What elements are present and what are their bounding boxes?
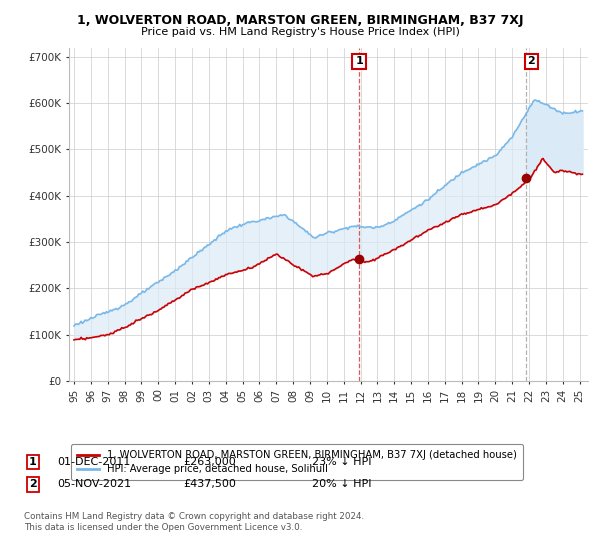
Text: 20% ↓ HPI: 20% ↓ HPI	[312, 479, 371, 489]
Text: 2: 2	[527, 57, 535, 67]
Text: 01-DEC-2011: 01-DEC-2011	[57, 457, 130, 467]
Text: 1: 1	[355, 57, 363, 67]
Text: Price paid vs. HM Land Registry's House Price Index (HPI): Price paid vs. HM Land Registry's House …	[140, 27, 460, 37]
Legend: 1, WOLVERTON ROAD, MARSTON GREEN, BIRMINGHAM, B37 7XJ (detached house), HPI: Ave: 1, WOLVERTON ROAD, MARSTON GREEN, BIRMIN…	[71, 444, 523, 480]
Text: 05-NOV-2021: 05-NOV-2021	[57, 479, 131, 489]
Text: 1, WOLVERTON ROAD, MARSTON GREEN, BIRMINGHAM, B37 7XJ: 1, WOLVERTON ROAD, MARSTON GREEN, BIRMIN…	[77, 14, 523, 27]
Text: 23% ↓ HPI: 23% ↓ HPI	[312, 457, 371, 467]
Text: Contains HM Land Registry data © Crown copyright and database right 2024.
This d: Contains HM Land Registry data © Crown c…	[24, 512, 364, 532]
Text: 2: 2	[29, 479, 37, 489]
Text: £263,000: £263,000	[183, 457, 236, 467]
Text: £437,500: £437,500	[183, 479, 236, 489]
Text: 1: 1	[29, 457, 37, 467]
